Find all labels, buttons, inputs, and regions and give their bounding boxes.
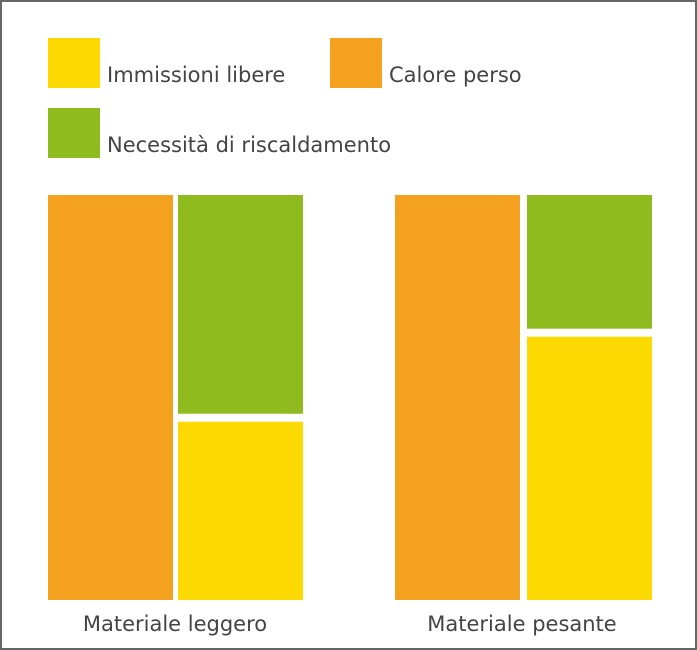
bar: [395, 195, 520, 600]
legend-swatch: [48, 38, 100, 88]
bar-segment: [527, 195, 652, 329]
bar: [48, 195, 173, 600]
legend-label: Calore perso: [389, 63, 522, 87]
bar-segment: [178, 421, 303, 600]
bar-segment: [178, 195, 303, 414]
legend-swatch: [48, 108, 100, 158]
legend-swatch: [330, 38, 382, 88]
x-tick-label: Materiale leggero: [83, 612, 267, 636]
legend-label: Immissioni libere: [107, 63, 285, 87]
bar-segment: [527, 336, 652, 600]
legend-label: Necessità di riscaldamento: [107, 133, 391, 157]
x-tick-label: Materiale pesante: [427, 612, 616, 636]
